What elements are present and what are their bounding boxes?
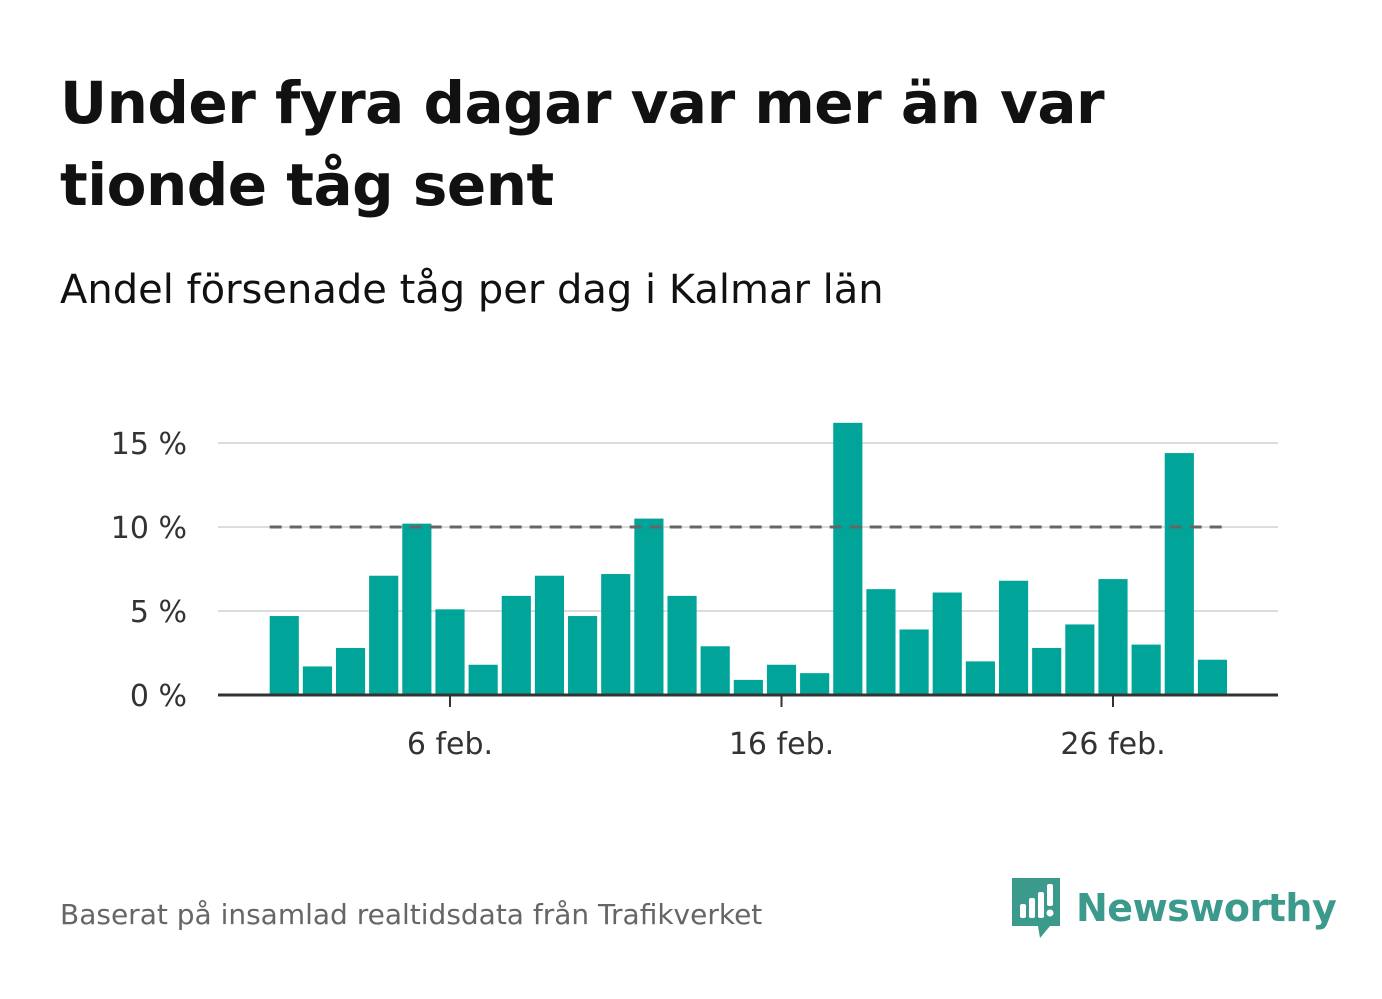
bar (1098, 579, 1128, 695)
bar (335, 647, 366, 695)
bar (1032, 647, 1062, 695)
y-tick-label: 10 % (111, 511, 187, 546)
newsworthy-logo-icon (1012, 878, 1060, 938)
bar (435, 609, 465, 695)
bar (667, 595, 697, 695)
bar (269, 616, 299, 695)
y-tick-label: 15 % (111, 427, 187, 462)
bar (965, 661, 995, 695)
bar (634, 518, 664, 695)
bar (568, 616, 598, 695)
bar (998, 580, 1029, 695)
bar (369, 575, 399, 695)
bar (468, 664, 498, 695)
bar (833, 422, 863, 695)
axis-layer: 0 % 5 % 10 % 15 % 6 feb. 16 feb. 26 feb. (111, 427, 1278, 762)
y-tick-label: 0 % (130, 679, 187, 714)
bar (1131, 644, 1161, 695)
bar (601, 574, 631, 695)
bar (402, 523, 432, 695)
bar (932, 592, 962, 695)
bar (866, 589, 896, 695)
source-note: Baserat på insamlad realtidsdata från Tr… (60, 898, 763, 931)
bar (766, 664, 797, 695)
bar (733, 679, 763, 695)
x-tick-label: 16 feb. (729, 727, 834, 762)
brand-name: Newsworthy (1076, 886, 1337, 930)
bar (1197, 659, 1228, 695)
chart-title: Under fyra dagar var mer än var tionde t… (60, 69, 1105, 219)
brand-logo[interactable]: Newsworthy (1010, 876, 1337, 940)
bar (700, 646, 730, 695)
x-tick-label: 6 feb. (407, 727, 493, 762)
y-tick-label: 5 % (130, 595, 187, 630)
bar (899, 629, 929, 695)
bar (534, 575, 565, 695)
x-tick-label: 26 feb. (1060, 727, 1165, 762)
bars-layer (269, 422, 1228, 695)
bar (800, 673, 830, 695)
bar (501, 595, 531, 695)
bar (1065, 624, 1095, 695)
bar (1164, 453, 1194, 695)
chart-subtitle: Andel försenade tåg per dag i Kalmar län (60, 267, 884, 313)
bar (302, 666, 332, 695)
